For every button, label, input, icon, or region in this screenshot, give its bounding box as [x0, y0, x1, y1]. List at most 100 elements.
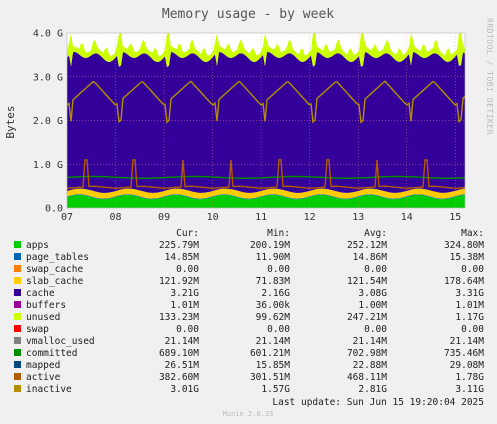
legend-swatch — [14, 361, 21, 368]
legend-min: 0.00 — [267, 324, 290, 335]
legend-avg: 247.21M — [347, 312, 387, 323]
legend-row-mapped: mapped 26.51M 15.85M 22.88M 29.08M — [14, 360, 484, 371]
legend-max: 0.00 — [461, 324, 484, 335]
legend-name: apps — [26, 240, 49, 251]
y-tick-label: 0.0 — [45, 204, 63, 215]
col-header-max: Max: — [461, 228, 484, 239]
legend-avg: 0.00 — [364, 324, 387, 335]
x-tick-label: 15 — [449, 212, 461, 223]
legend-swatch — [14, 253, 21, 260]
legend-swatch — [14, 385, 21, 392]
legend-avg: 1.00M — [358, 300, 387, 311]
y-tick-label: 2.0 G — [33, 116, 63, 127]
legend-rows: apps 225.79M 200.19M 252.12M 324.80Mpage_tab… — [14, 240, 484, 395]
legend-cur: 0.00 — [176, 324, 199, 335]
legend-avg: 121.54M — [347, 276, 387, 287]
y-tick-label: 4.0 G — [33, 29, 63, 40]
legend-max: 3.11G — [455, 384, 484, 395]
legend-avg: 3.08G — [358, 288, 387, 299]
legend-avg: 21.14M — [353, 336, 388, 347]
munin-version: Munin 2.0.33 — [223, 410, 274, 418]
legend-avg: 702.98M — [347, 348, 387, 359]
legend-name: buffers — [26, 300, 66, 311]
x-tick-label: 11 — [255, 212, 267, 223]
legend-min: 99.62M — [256, 312, 291, 323]
legend-cur: 1.01M — [170, 300, 199, 311]
legend-min: 601.21M — [250, 348, 290, 359]
legend-cur: 133.23M — [159, 312, 199, 323]
legend-cur: 26.51M — [165, 360, 200, 371]
legend-min: 36.00k — [256, 300, 291, 311]
legend-min: 301.51M — [250, 372, 290, 383]
legend-min: 21.14M — [256, 336, 291, 347]
legend-max: 21.14M — [450, 336, 485, 347]
legend-name: mapped — [26, 360, 60, 371]
plot-area — [66, 32, 466, 209]
legend-row-slab-cache: slab_cache 121.92M 71.83M 121.54M 178.64M — [14, 276, 484, 287]
stacked-areas — [67, 32, 465, 208]
legend-avg: 0.00 — [364, 264, 387, 275]
legend-max: 0.00 — [461, 264, 484, 275]
x-tick-label: 08 — [110, 212, 122, 223]
legend-name: page_tables — [26, 252, 89, 263]
legend-swatch — [14, 337, 21, 344]
legend-row-vmalloc-used: vmalloc_used 21.14M 21.14M 21.14M 21.14M — [14, 336, 484, 347]
legend-cur: 3.21G — [170, 288, 199, 299]
legend-min: 0.00 — [267, 264, 290, 275]
x-tick-labels: 07 08 09 10 11 12 13 14 15 — [61, 212, 461, 223]
legend-max: 1.78G — [455, 372, 484, 383]
y-tick-label: 3.0 G — [33, 72, 63, 83]
legend-name: swap — [26, 324, 49, 335]
legend-max: 735.46M — [444, 348, 484, 359]
col-header-cur: Cur: — [176, 228, 199, 239]
x-tick-label: 07 — [61, 212, 73, 223]
legend-row-active: active 382.60M 301.51M 468.11M 1.78G — [14, 372, 484, 383]
chart-title: Memory usage - by week — [162, 7, 334, 22]
legend-cur: 21.14M — [165, 336, 200, 347]
legend-row-buffers: buffers 1.01M 36.00k 1.00M 1.01M — [14, 300, 484, 311]
series-lines — [66, 80, 466, 190]
area-cache — [67, 51, 465, 193]
legend-cur: 121.92M — [159, 276, 199, 287]
legend-name: committed — [26, 348, 77, 359]
legend-name: vmalloc_used — [26, 336, 95, 347]
legend-row-swap-cache: swap_cache 0.00 0.00 0.00 0.00 — [14, 264, 484, 275]
area-apps — [67, 194, 465, 208]
legend-cur: 689.10M — [159, 348, 199, 359]
legend-name: swap_cache — [26, 264, 83, 275]
legend-cur: 382.60M — [159, 372, 199, 383]
legend-min: 2.16G — [261, 288, 290, 299]
legend-swatch — [14, 289, 21, 296]
x-tick-label: 10 — [207, 212, 219, 223]
legend-min: 15.85M — [256, 360, 291, 371]
legend-min: 11.90M — [256, 252, 291, 263]
legend-max: 3.31G — [455, 288, 484, 299]
legend-cur: 14.85M — [165, 252, 200, 263]
area-slab-cache — [67, 188, 465, 199]
legend-row-committed: committed 689.10M 601.21M 702.98M 735.46M — [14, 348, 484, 359]
legend-row-apps: apps 225.79M 200.19M 252.12M 324.80M — [14, 240, 484, 251]
legend-max: 1.01M — [455, 300, 484, 311]
legend-max: 324.80M — [444, 240, 484, 251]
legend-swatch — [14, 313, 21, 320]
y-tick-labels: 0.0 1.0 G 2.0 G 3.0 G 4.0 G — [33, 29, 63, 215]
legend-min: 71.83M — [256, 276, 291, 287]
legend-swatch — [14, 265, 21, 272]
legend-swatch — [14, 373, 21, 380]
legend-max: 178.64M — [444, 276, 484, 287]
legend-swatch — [14, 277, 21, 284]
legend-min: 200.19M — [250, 240, 290, 251]
x-tick-label: 12 — [304, 212, 316, 223]
legend-name: active — [26, 372, 61, 383]
y-tick-label: 1.0 G — [33, 160, 63, 171]
legend-avg: 252.12M — [347, 240, 387, 251]
legend-name: inactive — [26, 384, 72, 395]
legend-row-unused: unused 133.23M 99.62M 247.21M 1.17G — [14, 312, 484, 323]
legend-max: 15.38M — [450, 252, 485, 263]
legend-cur: 3.01G — [170, 384, 199, 395]
legend-name: unused — [26, 312, 60, 323]
line-active — [66, 159, 466, 190]
legend-swatch — [14, 325, 21, 332]
legend-avg: 2.81G — [358, 384, 387, 395]
